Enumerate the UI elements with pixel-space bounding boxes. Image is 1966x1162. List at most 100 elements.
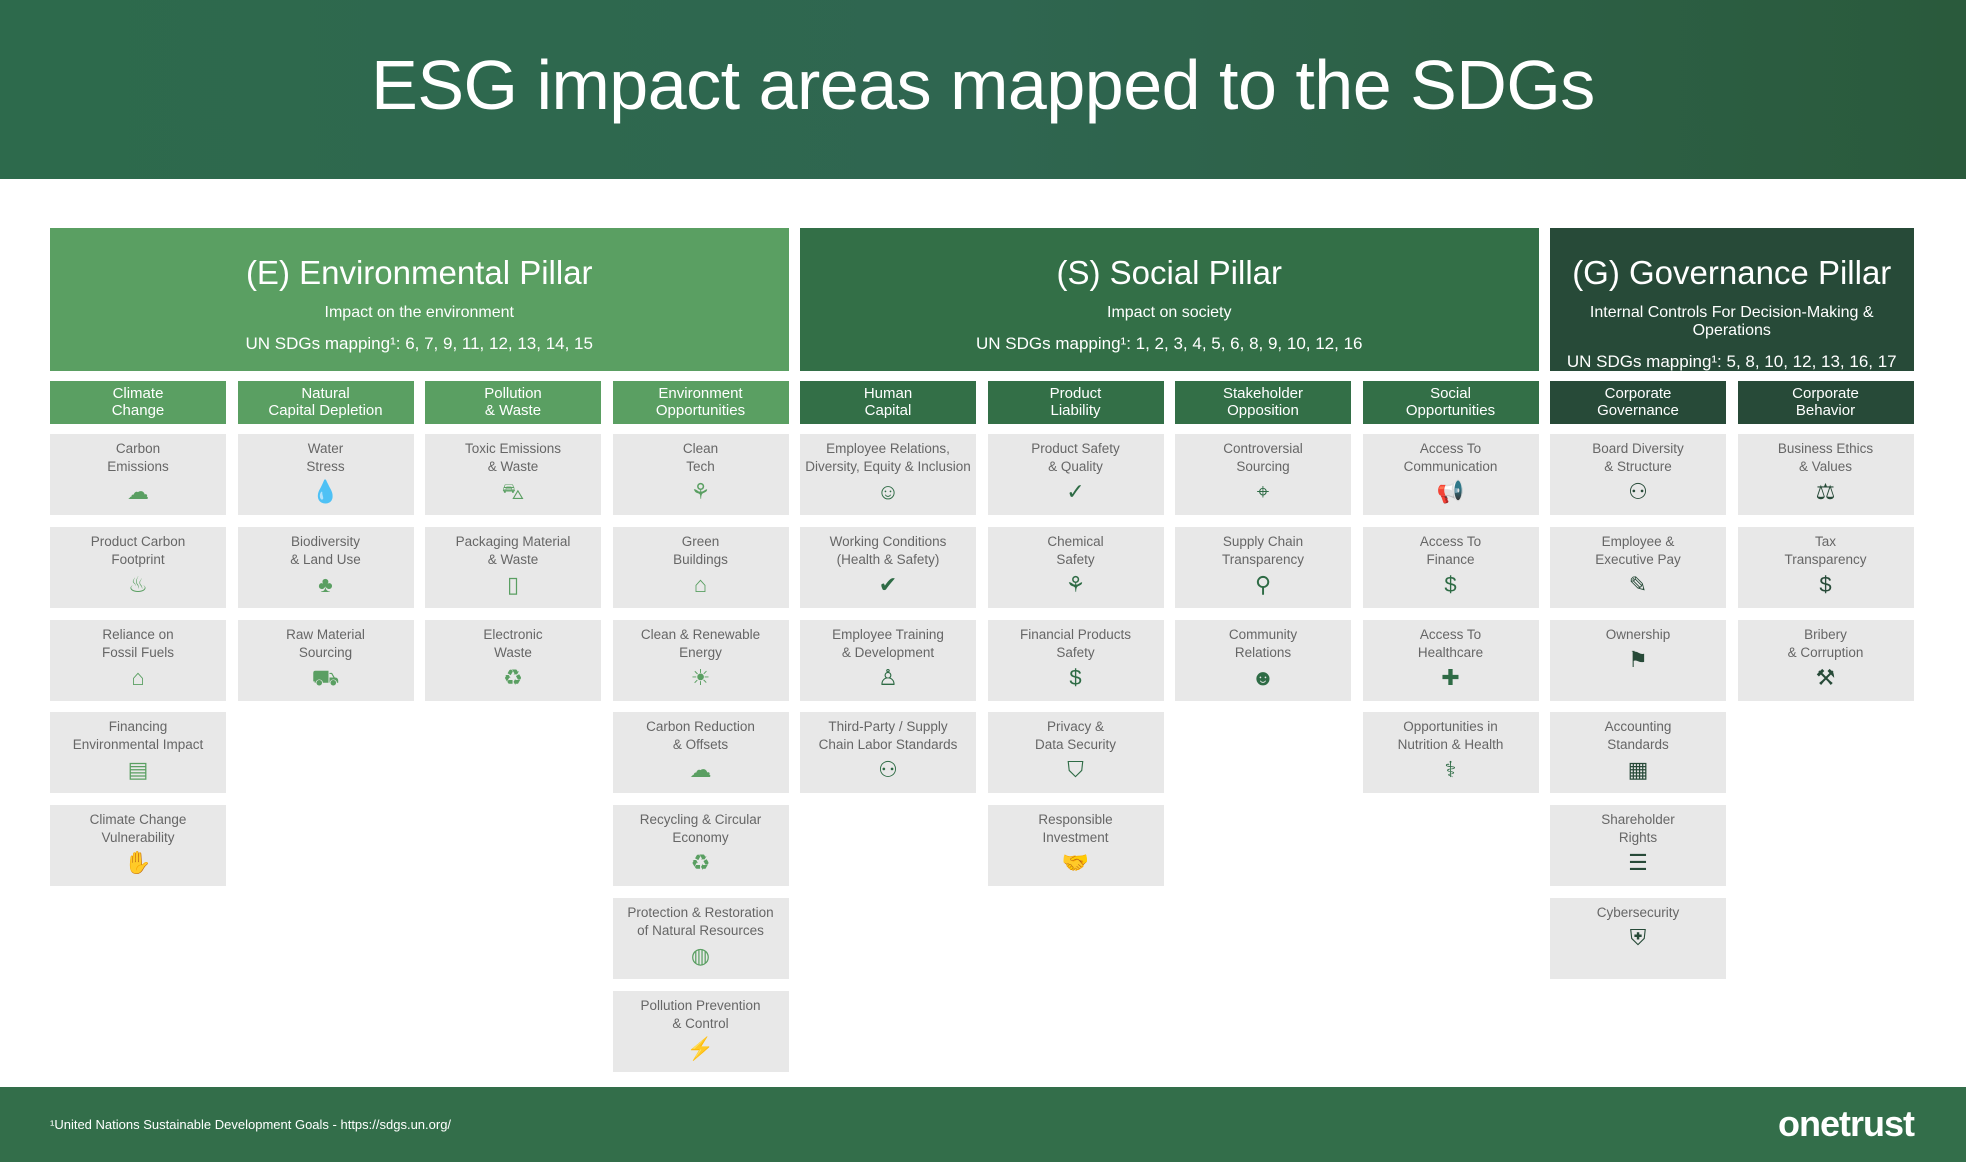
presenter-icon: ♙: [878, 664, 898, 690]
impact-area-card: Bribery & Corruption ⚒: [1737, 619, 1914, 701]
card-label-line: Ownership: [1605, 626, 1671, 642]
globe-hand-icon: ◍: [690, 943, 711, 968]
impact-area-card: Opportunities in Nutrition & Health ⚕: [1362, 712, 1539, 794]
pillar-environmental: (E) Environmental Pillar Impact on the en…: [50, 228, 789, 371]
category-label-line: Climate: [112, 385, 164, 402]
hand-plant-icon: ✋: [124, 850, 152, 876]
impact-area-card: Product Carbon Footprint ♨: [50, 526, 226, 608]
magnifier-icon: ⚲: [1254, 571, 1272, 597]
bottle-icon: ▯: [506, 571, 520, 597]
card-label-line: Environmental Impact: [72, 737, 204, 753]
impact-area-card: Clean & Renewable Energy ☀: [612, 619, 789, 701]
category-label-line: Corporate: [1792, 385, 1859, 402]
category-header: Environment Opportunities: [612, 381, 789, 424]
card-label-line: Product Carbon: [90, 533, 186, 549]
category-label-line: Liability: [1050, 402, 1101, 419]
card-label-line: Biodiversity: [290, 533, 361, 549]
card-label-line: Shareholder: [1601, 812, 1675, 828]
pillar-sdg-mapping: UN SDGs mapping¹: 5, 8, 10, 12, 13, 16, …: [1566, 352, 1897, 371]
category-header: Corporate Behavior: [1737, 381, 1914, 424]
impact-area-card: Third-Party / Supply Chain Labor Standard…: [800, 712, 976, 794]
card-label-line: Opportunities in: [1403, 719, 1498, 735]
solar-panel-icon: ☀: [690, 664, 711, 690]
category-header: Natural Capital Depletion: [237, 381, 414, 424]
plug-plant-icon: ⚘: [690, 479, 711, 504]
card-label-line: Employee Relations,: [826, 441, 950, 456]
footprint-icon: ♨: [128, 571, 148, 597]
impact-area-card: Employee Relations, Diversity, Equity & I…: [800, 434, 976, 515]
card-label-line: Reliance on: [102, 626, 174, 642]
card-label-line: Chain Labor Standards: [818, 737, 958, 753]
category-label-line: Pollution: [484, 385, 542, 402]
footnote: ¹United Nations Sustainable Development …: [50, 1117, 452, 1132]
card-label-line: & Land Use: [290, 551, 361, 567]
category-header: Corporate Governance: [1550, 381, 1726, 424]
card-label-line: Relations: [1234, 644, 1292, 660]
pillar-subtitle: Impact on society: [1107, 304, 1232, 321]
card-label-line: & Development: [841, 644, 935, 660]
impact-area-card: Working Conditions (Health & Safety) ✔: [800, 526, 976, 608]
card-label-line: Responsible: [1038, 812, 1113, 828]
card-label-line: Business Ethics: [1777, 441, 1874, 456]
card-label-line: Toxic Emissions: [464, 441, 562, 456]
solar-house-icon: ⌂: [693, 571, 708, 597]
mine-cart-icon: ⛟: [311, 664, 340, 690]
card-label-line: Carbon: [115, 441, 161, 456]
category-label-line: Product: [1049, 385, 1102, 402]
card-label-line: Energy: [679, 644, 722, 660]
impact-area-card: Tax Transparency $: [1737, 526, 1914, 608]
card-label-line: (Health & Safety): [836, 551, 940, 567]
card-label-line: Buildings: [673, 551, 728, 567]
shield-icon: ⛉: [1067, 757, 1084, 783]
location-pin-icon: ⌖: [1256, 479, 1270, 504]
power-plant-icon: ⚡: [686, 1035, 715, 1061]
category-label-line: Opportunities: [1405, 402, 1496, 419]
onetrust-logo: onetrust: [1778, 1103, 1915, 1144]
card-label-line: Privacy &: [1046, 719, 1104, 735]
card-label-line: & Values: [1798, 459, 1853, 474]
impact-area-card: Accounting Standards ▦: [1550, 712, 1726, 794]
check-circle-icon: ✓: [1066, 479, 1085, 504]
network-people-icon: ⚇: [878, 757, 898, 783]
card-label-line: Cybersecurity: [1596, 905, 1680, 920]
handshake-icon: 🤝: [1061, 850, 1090, 876]
impact-area-card: Protection & Restoration of Natural Resou…: [612, 898, 789, 979]
card-label-line: Tech: [686, 459, 715, 474]
co2-cloud-icon: ☁: [689, 757, 712, 783]
impact-area-card: Business Ethics & Values ⚖: [1737, 434, 1914, 515]
category-label-line: Opposition: [1227, 402, 1299, 419]
person-sliders-icon: ☰: [1628, 850, 1648, 876]
impact-area-card: Privacy & Data Security ⛉: [987, 712, 1164, 794]
category-label-line: Governance: [1597, 402, 1679, 419]
card-label-line: Tax: [1814, 533, 1836, 549]
card-label-line: Emissions: [107, 459, 169, 474]
impact-area-card: Controversial Sourcing ⌖: [1175, 434, 1351, 515]
card-label-line: Carbon Reduction: [646, 719, 755, 735]
impact-area-card: Carbon Reduction & Offsets ☁: [612, 712, 789, 794]
card-label-line: Product Safety: [1031, 441, 1120, 456]
card-label-line: Protection & Restoration: [627, 905, 774, 920]
community-icon: ☻: [1251, 664, 1275, 690]
footer: ¹United Nations Sustainable Development …: [0, 1087, 1966, 1162]
impact-area-card: Carbon Emissions ☁: [50, 434, 226, 515]
card-label-line: Water: [307, 441, 344, 456]
card-label-line: Safety: [1056, 551, 1095, 567]
car-icon: ⛍: [501, 479, 525, 504]
card-label-line: Fossil Fuels: [101, 644, 174, 660]
category-header: Human Capital: [800, 381, 976, 424]
card-label-line: Footprint: [111, 551, 165, 567]
card-label-line: Stress: [306, 459, 345, 474]
people-group-icon: ☺: [876, 479, 900, 504]
card-label-line: Chemical: [1047, 533, 1104, 549]
card-label-line: Accounting: [1604, 719, 1672, 735]
pillar-title: (G) Governance Pillar: [1572, 254, 1892, 291]
impact-area-card: Recycling & Circular Economy ♻: [612, 805, 789, 887]
pillar-sdg-mapping: UN SDGs mapping¹: 6, 7, 9, 11, 12, 13, 1…: [245, 334, 593, 353]
pillar-title: (S) Social Pillar: [1056, 254, 1283, 291]
card-label-line: Investment: [1042, 830, 1109, 846]
category-label-line: Change: [111, 402, 165, 419]
impact-area-card: Access To Healthcare ✚: [1362, 619, 1539, 701]
pillar-sdg-mapping: UN SDGs mapping¹: 1, 2, 3, 4, 5, 6, 8, 9…: [976, 334, 1363, 353]
category-header: Product Liability: [987, 381, 1164, 424]
card-label-line: Safety: [1056, 644, 1095, 660]
